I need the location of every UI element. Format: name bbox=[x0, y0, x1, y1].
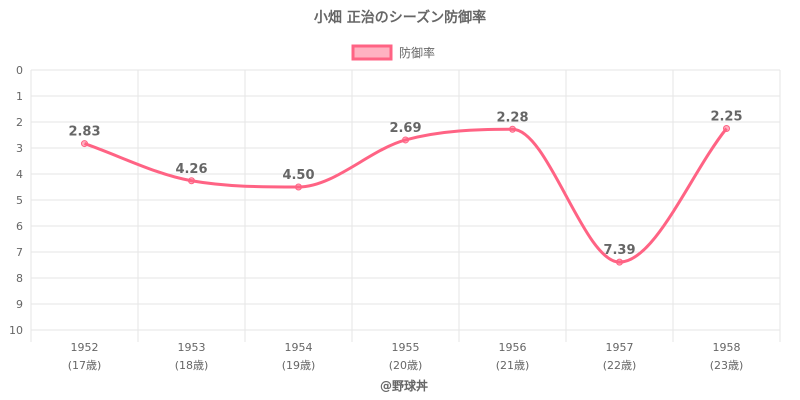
x-tick-sublabel: (20歳) bbox=[389, 359, 423, 372]
data-point[interactable] bbox=[723, 125, 730, 132]
x-tick-label: 1953 bbox=[178, 341, 206, 354]
data-point[interactable] bbox=[509, 125, 516, 133]
y-tick-label: 1 bbox=[16, 90, 23, 103]
y-tick-label: 4 bbox=[16, 168, 23, 181]
data-point[interactable] bbox=[616, 258, 623, 266]
y-tick-label: 0 bbox=[16, 64, 23, 77]
y-tick-label: 9 bbox=[16, 298, 23, 311]
x-axis: 1952 (17歳) 1953 (18歳) 1954 (19歳) 1955 (20歳) 1956… bbox=[68, 341, 744, 372]
data-label: 2.25 bbox=[710, 110, 742, 125]
y-tick-label: 10 bbox=[9, 324, 23, 337]
y-tick-label: 5 bbox=[16, 194, 23, 207]
data-label: 2.28 bbox=[496, 110, 528, 125]
data-label: 4.26 bbox=[175, 162, 207, 177]
x-tick-sublabel: (23歳) bbox=[710, 359, 744, 372]
x-tick-label: 1955 bbox=[392, 341, 420, 354]
data-point[interactable] bbox=[188, 177, 195, 185]
data-label: 7.39 bbox=[603, 243, 635, 258]
legend-label: 防御率 bbox=[399, 45, 435, 60]
y-tick-label: 7 bbox=[16, 246, 23, 259]
legend[interactable]: 防御率 bbox=[351, 44, 435, 61]
x-tick-label: 1954 bbox=[285, 341, 313, 354]
data-labels: 2.83 4.26 4.50 2.69 2.28 7.39 2.25 bbox=[68, 110, 742, 259]
x-tick-sublabel: (19歳) bbox=[282, 359, 316, 372]
x-tick-label: 1956 bbox=[499, 341, 527, 354]
data-label: 2.69 bbox=[389, 121, 421, 136]
x-tick-label: 1957 bbox=[606, 341, 634, 354]
y-tick-label: 8 bbox=[16, 272, 23, 285]
data-point[interactable] bbox=[81, 140, 88, 148]
x-tick-sublabel: (22歳) bbox=[603, 359, 637, 372]
chart-title: 小畑 正治のシーズン防御率 bbox=[314, 9, 486, 26]
y-tick-label: 6 bbox=[16, 220, 23, 233]
data-point[interactable] bbox=[402, 136, 409, 144]
x-tick-label: 1952 bbox=[71, 341, 99, 354]
legend-swatch bbox=[351, 44, 393, 61]
data-label: 2.83 bbox=[68, 125, 100, 140]
x-tick-sublabel: (21歳) bbox=[496, 359, 530, 372]
y-tick-label: 3 bbox=[16, 142, 23, 155]
x-tick-sublabel: (18歳) bbox=[175, 359, 209, 372]
x-tick-label: 1958 bbox=[713, 341, 741, 354]
x-tick-sublabel: (17歳) bbox=[68, 359, 102, 372]
data-label: 4.50 bbox=[282, 168, 314, 183]
y-axis: 0 1 2 3 4 5 6 7 8 9 10 bbox=[9, 64, 23, 337]
series-line bbox=[84, 127, 728, 264]
grid bbox=[30, 69, 781, 342]
credit-text: @野球丼 bbox=[380, 378, 428, 393]
data-points bbox=[81, 125, 730, 266]
y-tick-label: 2 bbox=[16, 116, 23, 129]
data-point[interactable] bbox=[295, 183, 302, 191]
